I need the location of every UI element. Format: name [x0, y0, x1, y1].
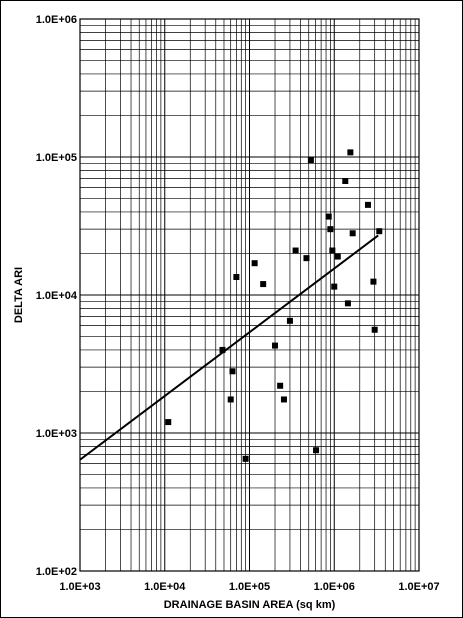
- data-point: [364, 201, 371, 208]
- trendline: [79, 234, 379, 461]
- y-tick-label: 1.0E+05: [36, 152, 77, 164]
- data-point: [286, 317, 293, 324]
- data-point: [344, 300, 351, 307]
- data-point: [233, 274, 240, 281]
- data-point: [227, 396, 234, 403]
- data-point: [165, 419, 172, 426]
- grid-lines: [79, 19, 419, 572]
- data-point: [229, 368, 236, 375]
- data-point: [327, 226, 334, 233]
- data-point: [219, 346, 226, 353]
- data-point: [325, 213, 332, 220]
- data-point: [371, 326, 378, 333]
- data-points: [165, 149, 383, 462]
- data-point: [260, 281, 267, 288]
- data-point: [292, 247, 299, 254]
- y-tick-label: 1.0E+02: [36, 566, 77, 578]
- trendline-group: [79, 234, 379, 461]
- data-point: [342, 178, 349, 185]
- data-point: [334, 253, 341, 260]
- data-point: [251, 260, 258, 267]
- data-point: [242, 455, 249, 462]
- x-axis-label: DRAINAGE BASIN AREA (sq km): [164, 599, 336, 611]
- data-point: [280, 396, 287, 403]
- data-point: [347, 149, 354, 156]
- y-tick-label: 1.0E+06: [36, 14, 77, 26]
- plot-border: [79, 18, 420, 572]
- data-point: [272, 342, 279, 349]
- data-point: [303, 255, 310, 262]
- data-point: [376, 228, 383, 235]
- data-point: [349, 230, 356, 237]
- x-tick-label: 1.0E+05: [229, 581, 270, 593]
- y-tick-labels: 1.0E+02 1.0E+03 1.0E+04 1.0E+05 1.0E+06: [36, 14, 78, 578]
- data-point: [277, 382, 284, 389]
- x-tick-labels: 1.0E+03 1.0E+04 1.0E+05 1.0E+06 1.0E+07: [59, 581, 439, 593]
- y-axis-label: DELTA ARI: [13, 267, 25, 323]
- data-point: [370, 278, 377, 285]
- x-tick-label: 1.0E+04: [144, 581, 186, 593]
- data-point: [329, 247, 336, 254]
- data-point: [307, 157, 314, 164]
- x-tick-label: 1.0E+03: [59, 581, 100, 593]
- x-tick-label: 1.0E+06: [314, 581, 355, 593]
- y-tick-label: 1.0E+03: [36, 428, 77, 440]
- data-point: [331, 283, 338, 290]
- y-tick-label: 1.0E+04: [36, 290, 78, 302]
- x-tick-label: 1.0E+07: [398, 581, 439, 593]
- data-point: [313, 447, 320, 454]
